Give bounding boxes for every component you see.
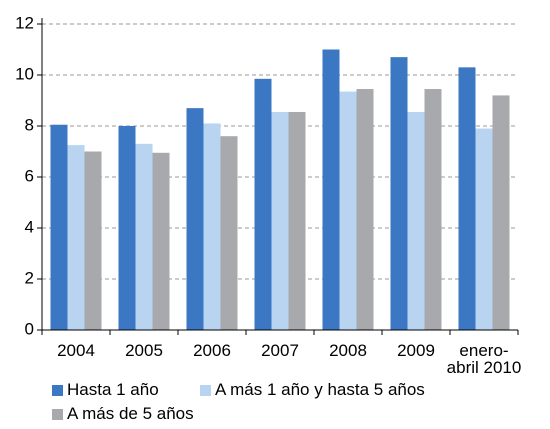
bar: [84, 151, 102, 330]
y-tick-label: 12: [15, 13, 34, 32]
bar: [424, 89, 442, 331]
x-tick-label: 2006: [193, 341, 231, 360]
bar: [458, 67, 476, 330]
legend-swatch: [200, 384, 211, 396]
x-tick-label: 2007: [261, 341, 299, 360]
y-tick-label: 0: [25, 319, 34, 338]
y-tick-label: 10: [15, 64, 34, 83]
bar: [475, 128, 493, 330]
x-tick-label: 2004: [57, 341, 95, 360]
bar: [152, 152, 170, 330]
bar: [254, 78, 272, 330]
bar: [135, 143, 153, 330]
y-tick-label: 8: [25, 115, 34, 134]
legend-swatch: [52, 408, 63, 420]
x-tick-label: 2005: [125, 341, 163, 360]
bar: [220, 136, 238, 330]
bar: [390, 57, 408, 331]
bar: [67, 145, 85, 330]
bar: [118, 126, 136, 330]
legend-item: A más de 5 años: [52, 404, 194, 424]
legend-label: A más 1 año y hasta 5 años: [215, 380, 425, 399]
bar: [288, 111, 306, 330]
bar: [339, 91, 357, 330]
bar: [407, 111, 425, 330]
bar: [50, 124, 68, 330]
y-tick-label: 6: [25, 166, 34, 185]
x-tick-label: 2009: [397, 341, 435, 360]
bar: [322, 49, 340, 330]
x-tick-label: 2008: [329, 341, 367, 360]
x-tick-label: enero-abril 2010: [446, 341, 522, 377]
legend-label: Hasta 1 año: [67, 380, 159, 399]
y-tick-label: 2: [25, 268, 34, 287]
legend-item: A más 1 año y hasta 5 años: [200, 380, 425, 400]
bar: [271, 111, 289, 330]
legend-label: A más de 5 años: [67, 404, 194, 423]
legend-swatch: [52, 384, 63, 396]
bar: [203, 123, 221, 330]
bar: [356, 89, 374, 331]
y-tick-label: 4: [25, 217, 34, 236]
legend-item: Hasta 1 año: [52, 380, 159, 400]
bar: [492, 95, 510, 331]
bar: [186, 108, 204, 331]
